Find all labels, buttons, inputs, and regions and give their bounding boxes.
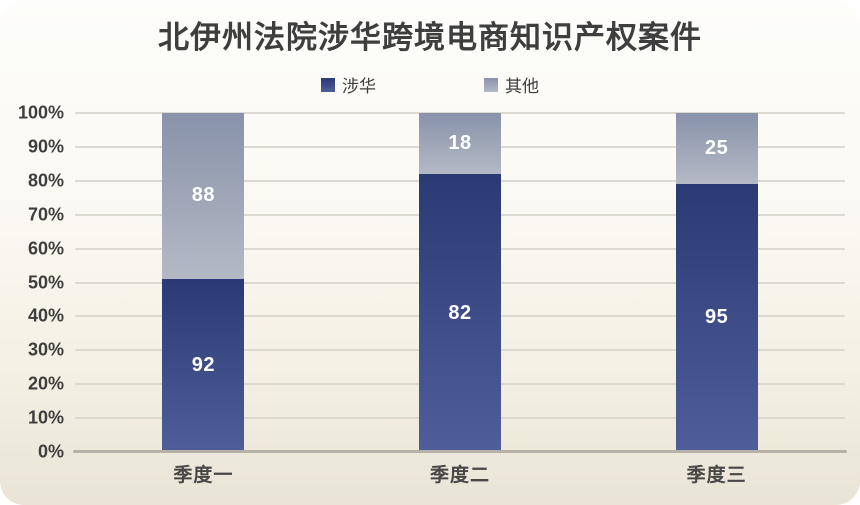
bar-segment-涉华: 92: [162, 278, 245, 452]
y-axis: 0% 10% 20% 30% 40% 50% 60% 70% 80% 90% 100%: [0, 103, 68, 462]
bar-slot: 92 88: [75, 113, 332, 452]
bar-column-季度二: 82 18: [419, 113, 501, 452]
y-axis-tick-label: 10%: [27, 407, 64, 428]
plot-area: 92 88 82 18 95 25: [73, 112, 847, 453]
legend-swatch-qita-icon: [484, 77, 498, 92]
bar-segment-其他: 25: [675, 113, 758, 184]
segment-value-label: 18: [448, 132, 472, 155]
legend: 涉华 其他: [0, 72, 860, 97]
y-axis-tick-label: 100%: [17, 102, 64, 123]
y-axis-tick-label: 30%: [27, 339, 64, 360]
bar-segment-涉华: 82: [419, 174, 501, 452]
x-axis-label: 季度三: [686, 465, 747, 486]
segment-value-label: 92: [191, 353, 215, 376]
legend-item-qita: 其他: [484, 72, 539, 97]
legend-label-shehua: 涉华: [342, 77, 376, 96]
y-axis-tick-label: 80%: [27, 170, 64, 191]
y-axis-tick-label: 40%: [27, 305, 64, 326]
bar-slot: 82 18: [332, 113, 589, 452]
bar-column-季度一: 92 88: [162, 113, 245, 452]
x-axis-label: 季度二: [430, 465, 491, 486]
bar-slot: 95 25: [588, 113, 845, 452]
y-axis-tick-label: 50%: [27, 272, 64, 292]
y-axis-tick-label: 20%: [27, 373, 64, 394]
x-axis-line: [73, 450, 847, 453]
y-axis-tick-label: 60%: [27, 238, 64, 259]
x-axis-label: 季度一: [173, 465, 234, 486]
legend-swatch-shehua-icon: [321, 77, 335, 92]
bar-segment-其他: 18: [419, 113, 501, 175]
legend-item-shehua: 涉华: [321, 72, 376, 97]
segment-value-label: 82: [448, 301, 472, 324]
y-axis-tick-label: 90%: [27, 136, 64, 157]
segment-value-label: 88: [191, 184, 215, 207]
gridline: [75, 112, 845, 114]
bars-row: 92 88 82 18 95 25: [75, 113, 845, 452]
x-axis-labels: 季度一 季度二 季度三: [75, 460, 845, 487]
y-axis-tick-label: 70%: [27, 204, 64, 225]
bar-segment-涉华: 95: [675, 183, 758, 452]
segment-value-label: 95: [705, 306, 729, 329]
bar-segment-其他: 88: [162, 113, 245, 279]
chart-title: 北伊州法院涉华跨境电商知识产权案件: [158, 20, 702, 55]
segment-value-label: 25: [705, 136, 729, 159]
legend-label-qita: 其他: [505, 77, 539, 96]
bar-column-季度三: 95 25: [675, 113, 758, 452]
y-axis-tick-label: 0%: [37, 441, 64, 462]
